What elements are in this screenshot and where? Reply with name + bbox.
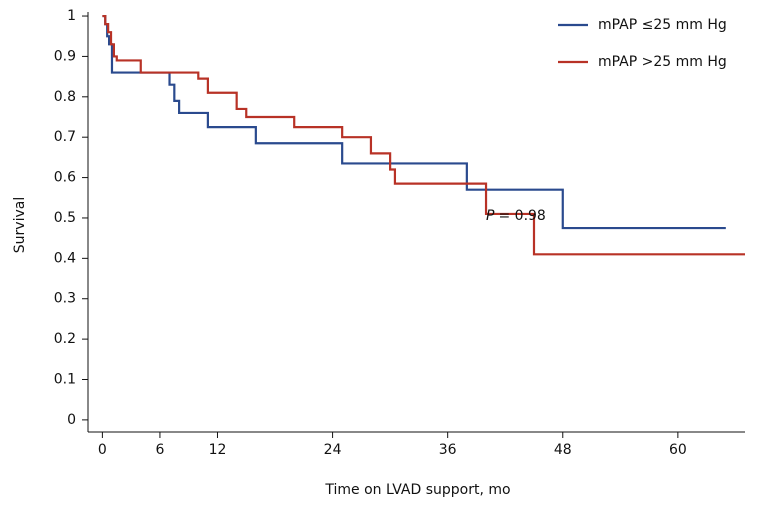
y-tick-label: 0.7 — [54, 129, 76, 145]
x-tick-label: 6 — [155, 442, 164, 458]
x-tick-label: 12 — [209, 442, 227, 458]
y-tick-label: 0.4 — [54, 250, 76, 266]
legend-label: mPAP ≤25 mm Hg — [598, 17, 727, 33]
x-axis-label: Time on LVAD support, mo — [324, 482, 510, 498]
x-tick-label: 48 — [554, 442, 572, 458]
y-tick-label: 0.9 — [54, 48, 76, 64]
y-tick-label: 0.3 — [54, 291, 76, 307]
survival-curve — [102, 14, 726, 230]
x-tick-label: 60 — [669, 442, 687, 458]
x-tick-label: 0 — [98, 442, 107, 458]
y-tick-label: 1 — [67, 8, 76, 24]
p-variable: P — [486, 208, 495, 224]
survival-curve — [102, 14, 745, 256]
y-tick-label: 0.6 — [54, 170, 76, 186]
y-tick-label: 0.1 — [54, 372, 76, 388]
p-value-annotation: P = 0.98 — [486, 208, 546, 224]
y-axis-label: Survival — [12, 197, 28, 253]
x-tick-label: 36 — [439, 442, 457, 458]
x-tick-label: 24 — [324, 442, 342, 458]
y-tick-label: 0.8 — [54, 89, 76, 105]
y-tick-label: 0.5 — [54, 210, 76, 226]
legend-label: mPAP >25 mm Hg — [598, 54, 727, 70]
p-value: = 0.98 — [498, 208, 545, 224]
y-tick-label: 0.2 — [54, 331, 76, 347]
y-tick-label: 0 — [67, 412, 76, 428]
